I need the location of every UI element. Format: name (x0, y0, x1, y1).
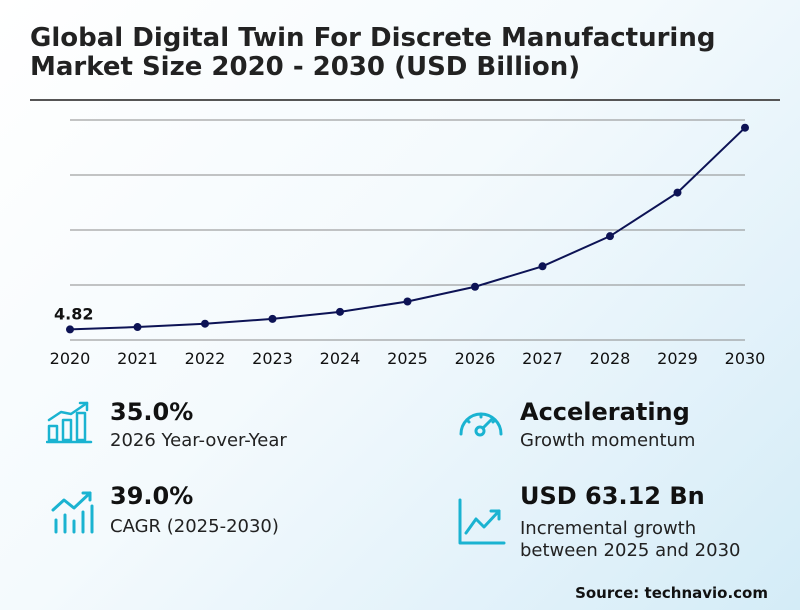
title-divider (30, 99, 780, 101)
data-point (201, 319, 209, 328)
bar-chart-growth-icon (46, 401, 93, 444)
speedometer-icon (459, 412, 503, 437)
data-point (538, 262, 547, 271)
x-tick-label: 2023 (252, 349, 293, 368)
x-axis-ticks: 2020 2021 2022 2023 2024 2025 2026 2027 2028 2029… (50, 349, 766, 368)
data-point (741, 123, 749, 132)
stat-incremental-value: USD 63.12 Bn (520, 482, 705, 510)
data-label: 4.82 (54, 304, 93, 323)
data-labels: 4.82 (54, 304, 93, 323)
data-point (606, 232, 614, 241)
chart-gridlines (70, 119, 745, 341)
data-point (471, 282, 479, 291)
stat-yoy-desc: 2026 Year-over-Year (110, 430, 287, 451)
stat-yoy-value: 35.0% (110, 398, 194, 426)
line-trend-icon (458, 498, 506, 545)
data-point (403, 297, 412, 306)
stat-cagr-desc: CAGR (2025-2030) (110, 516, 279, 537)
source-credit: Source: technavio.com (575, 584, 768, 602)
data-point (66, 325, 74, 334)
x-tick-label: 2026 (455, 349, 496, 368)
stat-momentum-desc: Growth momentum (520, 430, 696, 451)
x-tick-label: 2030 (725, 349, 766, 368)
x-tick-label: 2027 (522, 349, 563, 368)
x-tick-label: 2029 (657, 349, 698, 368)
stat-incremental-desc-line1: Incremental growth (520, 518, 697, 539)
x-tick-label: 2020 (50, 349, 91, 368)
x-tick-label: 2021 (117, 349, 158, 368)
line-chart: 2020 2021 2022 2023 2024 2025 2026 2027 2028 2029… (50, 119, 766, 368)
x-tick-label: 2022 (185, 349, 226, 368)
x-tick-label: 2024 (320, 349, 361, 368)
stat-momentum-value: Accelerating (520, 398, 690, 426)
data-point (268, 314, 277, 323)
stat-incremental-desc-line2: between 2025 and 2030 (520, 540, 741, 561)
x-tick-label: 2025 (387, 349, 428, 368)
data-point (673, 188, 682, 197)
stat-cagr-value: 39.0% (110, 482, 194, 510)
chart-title: Global Digital Twin For Discrete Manufac… (30, 23, 716, 82)
x-tick-label: 2028 (590, 349, 631, 368)
data-point (133, 323, 142, 332)
bar-trend-icon (51, 491, 94, 534)
series-points (66, 123, 749, 334)
data-point (336, 307, 344, 316)
